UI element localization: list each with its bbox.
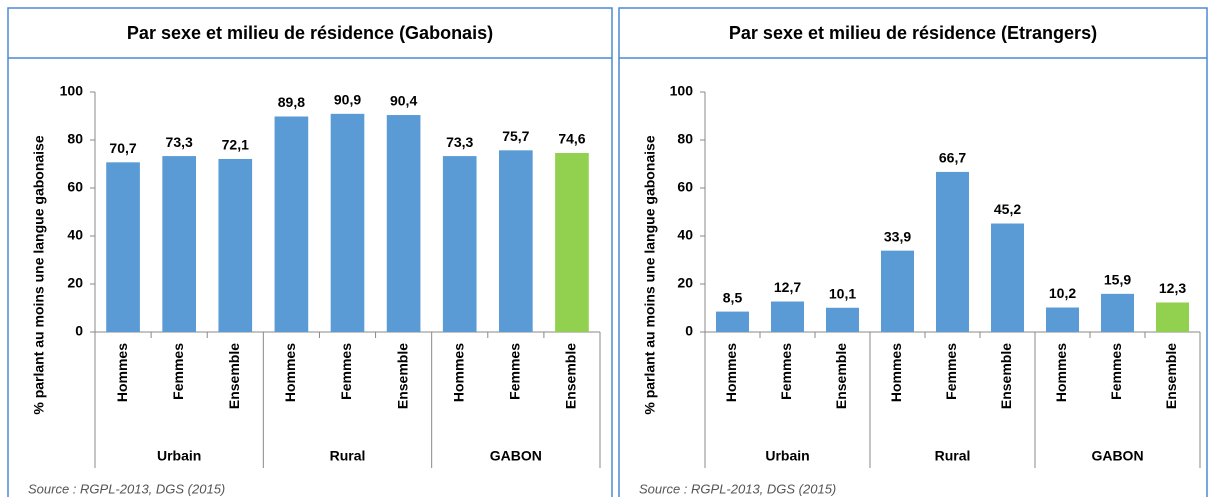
chart-title: Par sexe et milieu de résidence (Gabonai… [127,23,493,43]
x-tick-label: Femmes [170,343,186,400]
bar [991,223,1024,332]
x-tick-label: Femmes [507,343,523,400]
x-tick-label: Hommes [723,343,739,402]
value-label: 89,8 [278,94,305,110]
value-label: 75,7 [502,128,529,144]
x-tick-label: Femmes [778,343,794,400]
value-label: 70,7 [109,140,136,156]
bar [442,156,477,332]
bar [771,301,804,332]
group-label: GABON [1091,448,1143,464]
x-tick-label: Ensemble [563,343,579,409]
source-note: Source : RGPL-2013, DGS (2015) [639,481,836,496]
bar [881,250,914,332]
value-label: 12,3 [1159,280,1186,296]
bar [1101,293,1134,332]
x-tick-label: Ensemble [998,343,1014,409]
value-label: 66,7 [939,150,966,166]
group-label: Urbain [157,448,201,464]
chart-title: Par sexe et milieu de résidence (Etrange… [729,23,1097,43]
value-label: 73,3 [166,134,193,150]
y-tick-label: 40 [677,227,693,243]
x-tick-label: Hommes [114,343,130,402]
x-tick-label: Hommes [888,343,904,402]
value-label: 15,9 [1104,272,1131,288]
x-tick-label: Femmes [943,343,959,400]
y-tick-label: 60 [67,179,83,195]
bar [274,116,309,332]
bar [162,156,196,332]
bar [330,113,365,332]
value-label: 90,9 [334,92,361,108]
y-tick-label: 60 [677,179,693,195]
x-tick-label: Ensemble [833,343,849,409]
value-label: 73,3 [446,134,473,150]
y-tick-label: 100 [60,83,84,99]
y-tick-label: 0 [75,323,83,339]
value-label: 33,9 [884,228,911,244]
group-label: Rural [330,448,366,464]
y-tick-label: 0 [685,323,693,339]
value-label: 90,4 [390,93,417,109]
bar [716,311,749,332]
y-tick-label: 20 [67,275,83,291]
y-tick-label: 80 [677,131,693,147]
bar [499,150,533,332]
panel-border [618,7,1208,497]
y-axis-label: % parlant au moins une langue gabonaise [642,135,658,414]
x-tick-label: Ensemble [1163,343,1179,409]
bar [218,158,253,332]
group-label: Rural [935,448,971,464]
bar [555,152,589,332]
value-label: 72,1 [222,137,249,153]
y-tick-label: 20 [677,275,693,291]
y-tick-label: 100 [670,83,694,99]
x-tick-label: Hommes [1053,343,1069,402]
bar [106,162,140,332]
group-label: GABON [490,448,542,464]
bar [386,115,421,332]
bar [936,171,969,332]
value-label: 8,5 [723,289,743,305]
x-tick-label: Ensemble [394,343,410,409]
group-label: Urbain [765,448,809,464]
bar [826,307,859,332]
y-axis-label: % parlant au moins une langue gabonaise [31,135,47,414]
panel-border [7,7,613,497]
value-label: 12,7 [774,279,801,295]
x-tick-label: Femmes [1108,343,1124,400]
value-label: 10,2 [1049,285,1076,301]
value-label: 10,1 [829,285,856,301]
x-tick-label: Hommes [450,343,466,402]
source-note: Source : RGPL-2013, DGS (2015) [28,481,225,496]
x-tick-label: Femmes [338,343,354,400]
x-tick-label: Hommes [282,343,298,402]
bar [1046,307,1079,332]
x-tick-label: Ensemble [226,343,242,409]
value-label: 74,6 [558,131,585,147]
y-tick-label: 40 [67,227,83,243]
y-tick-label: 80 [67,131,83,147]
value-label: 45,2 [994,201,1021,217]
bar [1156,302,1189,332]
